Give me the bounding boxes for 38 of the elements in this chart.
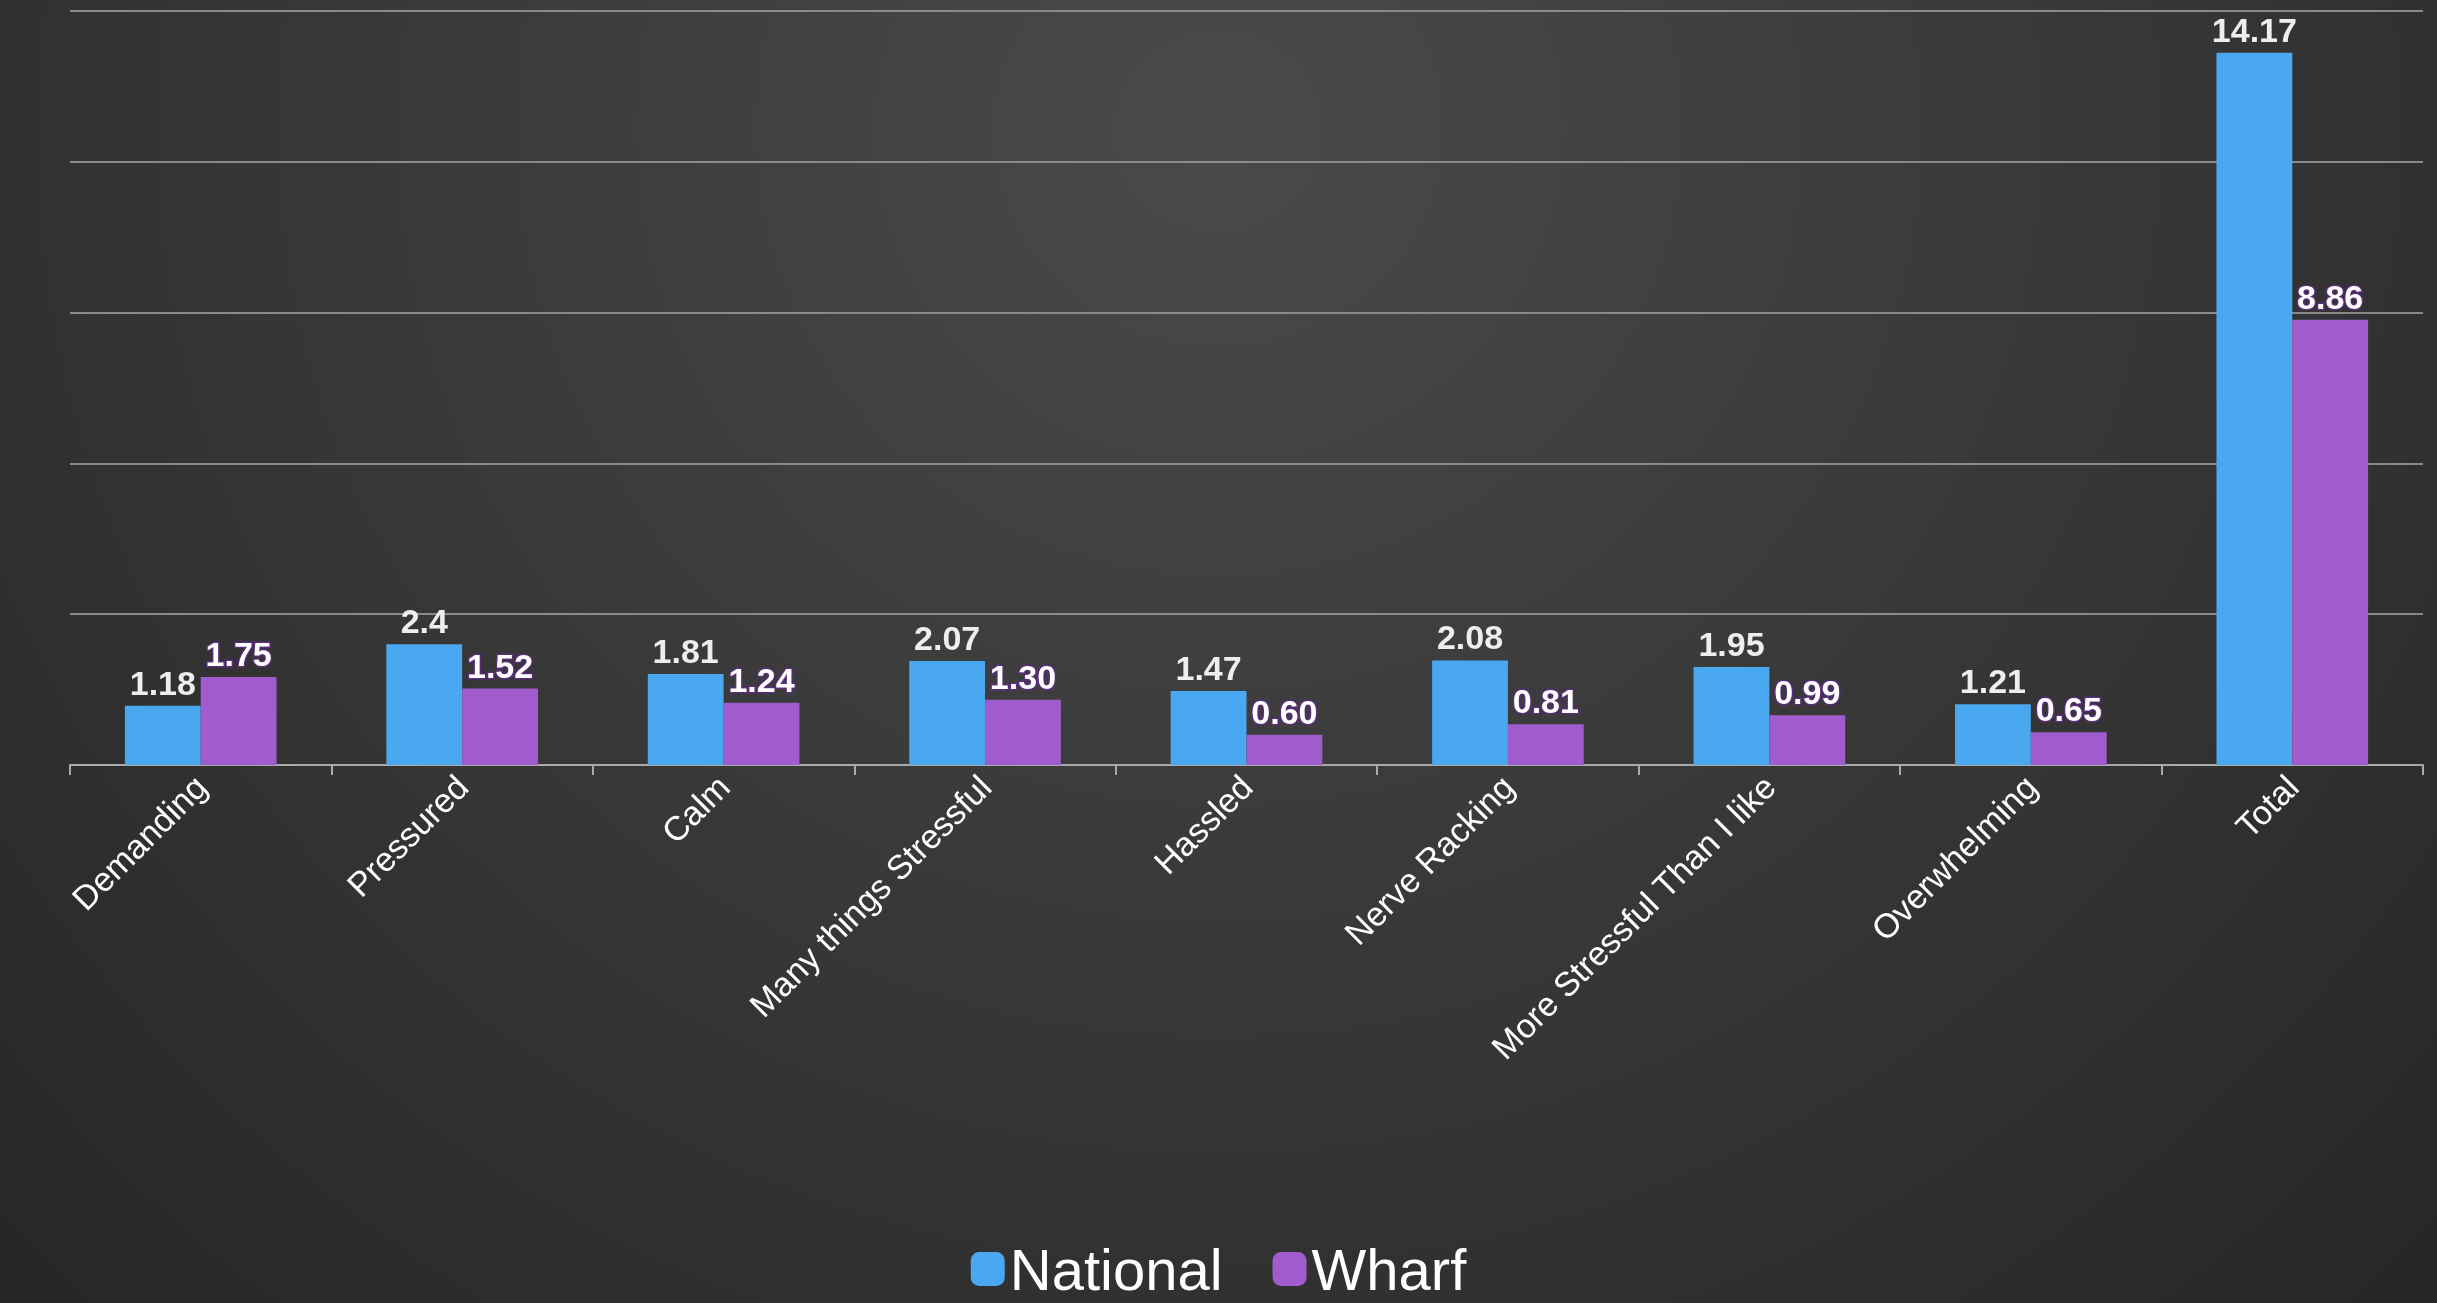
data-label: 1.81 [652,632,719,671]
bar [200,677,277,765]
data-label: 0.81 [1512,682,1579,721]
bar [2030,732,2107,765]
bar [386,644,463,765]
data-label: 1.30 [989,657,1057,696]
data-label: 0.60 [1251,692,1318,731]
data-label: 2.07 [914,618,981,657]
legend-label: National [1009,1236,1223,1302]
data-label: 1.52 [466,646,534,685]
bar [647,674,724,765]
data-label: 1.95 [1698,624,1765,663]
legend-label: Wharf [1311,1236,1468,1302]
data-label: 1.21 [1959,662,2027,701]
data-label: 1.18 [129,663,196,702]
data-label: 2.4 [400,602,448,641]
data-label: 14.17 [2211,10,2297,49]
bar [1955,704,2031,765]
bar [124,705,201,765]
bar [1170,691,1247,765]
data-label: 2.08 [1436,618,1504,657]
bar [2216,52,2293,765]
bar [462,688,538,765]
bar [1246,734,1323,765]
data-label: 0.99 [1774,673,1841,712]
data-label: 1.75 [205,635,272,674]
bar [2292,319,2369,765]
data-label: 1.24 [728,660,795,699]
bar [1769,715,1846,765]
data-label: 0.65 [2035,690,2102,729]
bar [1432,660,1508,765]
bar [909,660,986,765]
bar [1693,666,1770,765]
bar [985,699,1061,765]
bar [1507,724,1584,765]
data-label: 1.47 [1175,649,1242,688]
bar [723,702,800,765]
data-label: 8.86 [2297,277,2364,316]
